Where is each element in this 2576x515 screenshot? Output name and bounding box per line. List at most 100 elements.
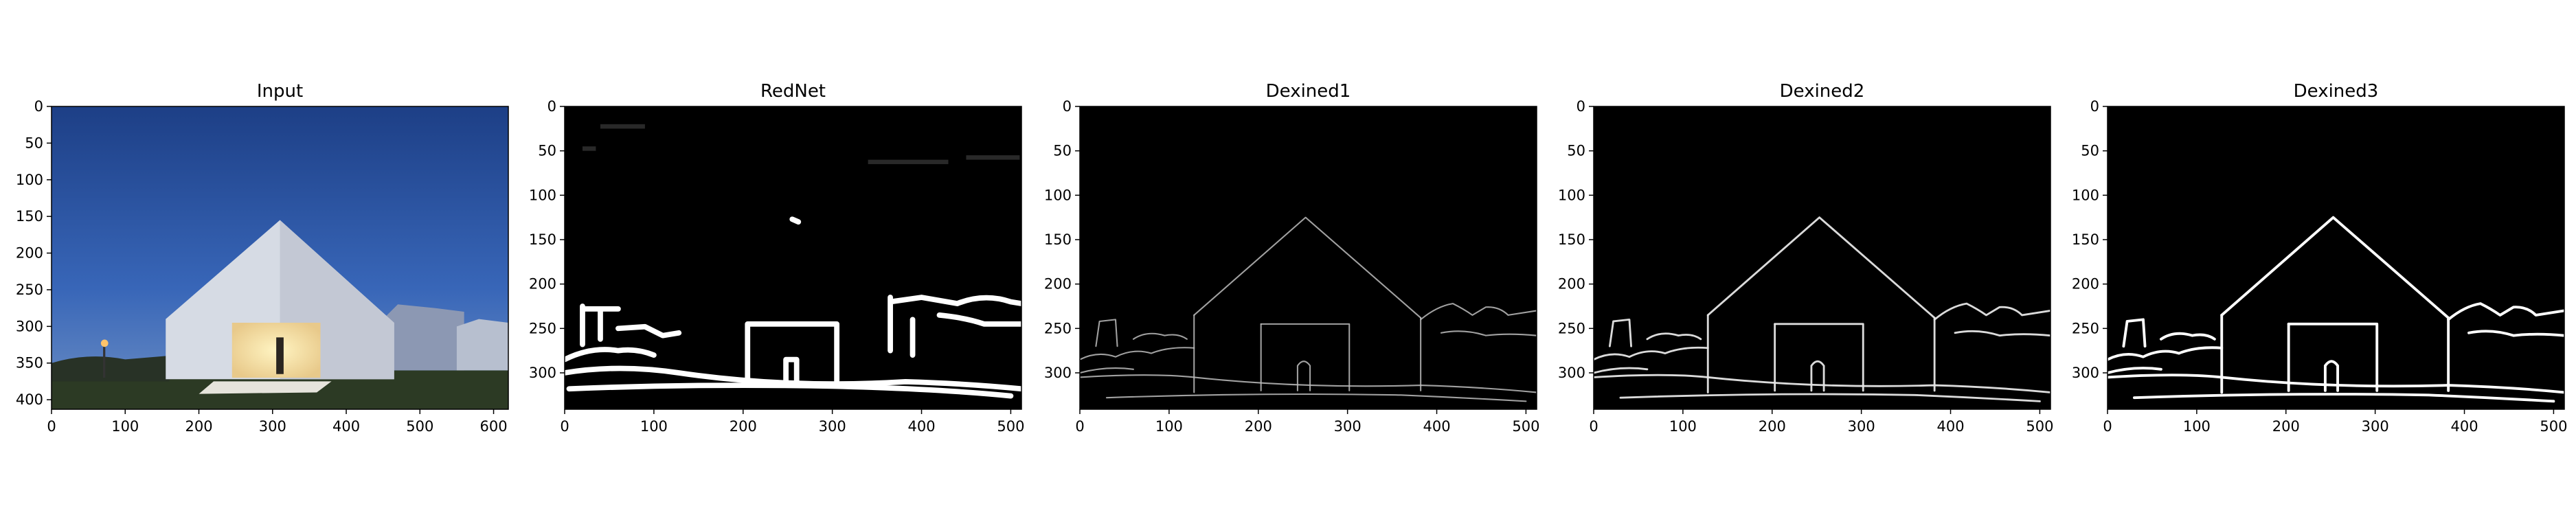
y-tick: 50: [25, 135, 52, 151]
y-tick: 50: [1567, 143, 1594, 159]
y-tick: 200: [529, 276, 565, 293]
x-tick-label: 0: [1075, 418, 1084, 435]
panel-dexined1: Dexined1 0 100 200 300 400 500 0 50 100 150 200 250 3…: [1032, 76, 1544, 454]
y-tick-label: 100: [2072, 187, 2099, 203]
x-tick: 400: [332, 409, 360, 435]
x-tick: 200: [185, 409, 213, 435]
edge-stroke: [580, 304, 682, 347]
edge-stroke: [1420, 303, 1538, 321]
image-content: [1078, 106, 1538, 409]
x-tick: 100: [111, 409, 139, 435]
x-tick-label: 300: [819, 418, 846, 435]
panel-rednet: RedNet 0 100 200 300 400 500 0 50 100 150 200 250 300: [517, 76, 1028, 454]
panel-title: Dexined1: [1265, 81, 1351, 102]
y-tick-label: 100: [1044, 187, 1072, 203]
y-tick: 250: [2072, 320, 2108, 336]
y-tick: 150: [2072, 231, 2108, 248]
panel-dexined2: Dexined2 0 100 200 300 400 500 0 50 100 150 200 250 3…: [1546, 76, 2057, 454]
image-content: [2106, 106, 2566, 409]
x-tick: 0: [560, 409, 569, 435]
x-tick: 400: [907, 409, 936, 435]
y-tick: 0: [547, 98, 565, 115]
x-tick-label: 500: [2026, 418, 2053, 435]
edge-stroke: [2323, 360, 2340, 392]
edge-stroke: [1105, 393, 1527, 402]
edge-stroke: [1132, 332, 1188, 340]
edge-stroke: [1619, 393, 2041, 402]
y-tick-label: 200: [2072, 276, 2099, 293]
y-tick-label: 200: [1044, 276, 1072, 293]
y-tick: 50: [1053, 143, 1080, 159]
neighbour-house: [375, 304, 464, 371]
panel-input: Input 0 100 200 300 400 500 600 0 50 100 150 200 250 3…: [3, 76, 515, 454]
panel-title: Dexined3: [2293, 81, 2379, 102]
y-tick-label: 300: [529, 365, 556, 381]
y-tick: 200: [1044, 276, 1080, 293]
x-tick: 500: [406, 409, 433, 435]
x-tick: 100: [2183, 409, 2211, 435]
black-background: [565, 106, 1021, 409]
noise-speckle: [966, 155, 1020, 160]
x-tick: 0: [47, 409, 56, 435]
edge-stroke: [1078, 367, 1134, 374]
edge-stroke: [789, 216, 802, 225]
y-tick-label: 150: [1044, 231, 1072, 248]
panel-title: RedNet: [760, 81, 826, 102]
y-tick-label: 0: [547, 98, 556, 115]
y-tick: 150: [1044, 231, 1080, 248]
x-tick-label: 0: [2103, 418, 2112, 435]
y-tick-label: 50: [2081, 143, 2099, 159]
x-tick-label: 100: [1669, 418, 1697, 435]
x-tick-label: 300: [1848, 418, 1875, 435]
edge-stroke: [2133, 393, 2555, 403]
y-tick-label: 100: [16, 172, 43, 188]
edge-stroke: [2122, 318, 2147, 348]
image-axes: 0 100 200 300 400 500 0 50 100 150 200 250 300: [1558, 98, 2054, 435]
edge-stroke: [1592, 367, 1649, 374]
x-tick-label: 0: [560, 418, 569, 435]
y-tick: 0: [1577, 98, 1594, 115]
x-tick: 400: [1423, 409, 1451, 435]
edge-stroke: [783, 356, 800, 387]
edge-stroke: [566, 382, 1014, 399]
y-tick: 100: [2072, 187, 2108, 203]
y-tick-label: 250: [1044, 320, 1072, 336]
y-tick-label: 250: [529, 320, 556, 336]
y-tick: 250: [1558, 320, 1594, 336]
y-tick: 250: [1044, 320, 1080, 336]
lamp-post: [103, 345, 106, 378]
y-tick-label: 0: [34, 98, 43, 115]
x-tick-label: 400: [2450, 418, 2478, 435]
edge-stroke: [1095, 319, 1118, 347]
edge-stroke: [2467, 330, 2566, 337]
edge-stroke: [1440, 330, 1538, 336]
edge-stroke: [745, 321, 840, 387]
y-tick: 100: [529, 187, 565, 203]
noise-speckle: [582, 146, 596, 151]
edge-stroke: [1078, 374, 1538, 393]
noise-speckle: [868, 159, 949, 165]
panel-title: Dexined2: [1779, 81, 1865, 102]
neighbour-house: [456, 319, 509, 371]
edge-stroke: [1608, 318, 1632, 347]
x-tick-label: 300: [259, 418, 286, 435]
y-tick-label: 250: [1558, 320, 1585, 336]
x-tick: 300: [259, 409, 286, 435]
x-tick: 100: [1669, 409, 1697, 435]
y-tick-label: 200: [16, 245, 43, 262]
y-tick: 350: [16, 355, 52, 371]
image-content: [1592, 106, 2052, 409]
hedge: [52, 356, 170, 382]
y-tick-label: 100: [529, 187, 556, 203]
noise-speckle: [600, 124, 645, 129]
x-tick: 200: [1759, 409, 1786, 435]
lamp-light: [100, 339, 109, 347]
y-tick: 300: [16, 318, 52, 334]
y-tick: 250: [529, 320, 565, 336]
lit-window: [231, 323, 321, 378]
x-tick: 500: [1512, 409, 1539, 435]
y-tick: 150: [16, 208, 52, 225]
x-tick: 500: [997, 409, 1024, 435]
y-tick-label: 300: [16, 318, 43, 334]
x-tick-label: 200: [1245, 418, 1272, 435]
